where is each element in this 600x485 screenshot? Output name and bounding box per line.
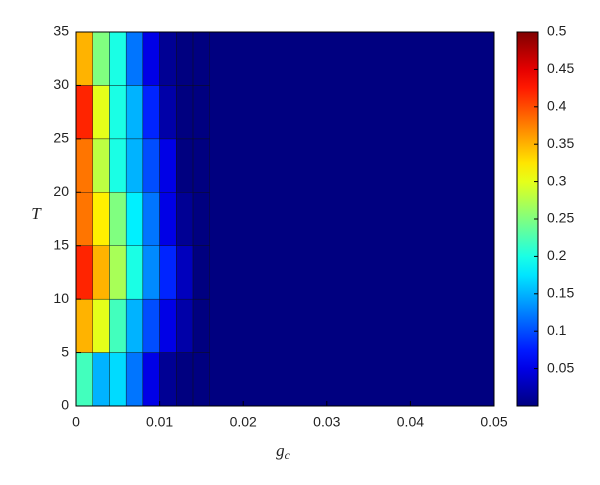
colorbar-tick-label: 0.2 bbox=[547, 247, 567, 263]
x-tick-label: 0.02 bbox=[230, 414, 257, 430]
cell bbox=[92, 85, 110, 140]
cell bbox=[159, 85, 177, 140]
colorbar-tick-label: 0.5 bbox=[547, 23, 567, 39]
cell bbox=[159, 138, 177, 193]
cell bbox=[92, 352, 110, 407]
x-label-subscript: c bbox=[285, 448, 291, 462]
cell bbox=[92, 298, 110, 353]
colorbar-tick-label: 0.35 bbox=[547, 135, 574, 151]
colorbar-tick-label: 0.15 bbox=[547, 285, 574, 301]
cell bbox=[75, 85, 93, 140]
y-tick-label: 10 bbox=[53, 290, 69, 306]
x-label-base: g bbox=[276, 441, 285, 460]
cell bbox=[125, 192, 144, 246]
cell bbox=[75, 31, 93, 86]
x-tick-label: 0.01 bbox=[146, 414, 173, 430]
cell bbox=[159, 192, 177, 246]
cell bbox=[192, 245, 210, 300]
y-tick-label: 25 bbox=[53, 130, 69, 146]
cell bbox=[176, 245, 194, 300]
cell bbox=[176, 138, 194, 193]
cell bbox=[192, 138, 210, 193]
cell bbox=[125, 352, 144, 407]
cell bbox=[92, 31, 110, 86]
cell bbox=[75, 298, 93, 353]
cell bbox=[192, 85, 210, 140]
colorbar-tick-label: 0.05 bbox=[547, 359, 574, 375]
y-tick-label: 20 bbox=[53, 183, 69, 199]
cell bbox=[176, 85, 194, 140]
cell bbox=[192, 298, 210, 353]
x-axis-label: gc bbox=[276, 441, 291, 462]
cell bbox=[125, 85, 144, 140]
cell bbox=[125, 245, 144, 300]
colorbar-tick-label: 0.3 bbox=[547, 172, 567, 188]
colorbar-tick-label: 0.1 bbox=[547, 322, 567, 338]
cell bbox=[75, 192, 93, 246]
cell bbox=[92, 245, 110, 300]
cell bbox=[176, 298, 194, 353]
cell bbox=[176, 192, 194, 246]
x-tick-label: 0.05 bbox=[480, 414, 507, 430]
cell bbox=[109, 138, 127, 193]
cell bbox=[92, 138, 110, 193]
cell bbox=[142, 192, 160, 246]
cell bbox=[109, 85, 127, 140]
plot-frame bbox=[75, 31, 495, 407]
cell bbox=[142, 298, 160, 353]
cell bbox=[159, 298, 177, 353]
y-tick-label: 35 bbox=[53, 23, 69, 39]
cell bbox=[176, 352, 194, 407]
cell bbox=[142, 31, 160, 86]
cell bbox=[109, 352, 127, 407]
cell bbox=[92, 192, 110, 246]
y-tick-label: 0 bbox=[61, 397, 69, 413]
cell bbox=[142, 85, 160, 140]
cell bbox=[125, 31, 144, 86]
cell bbox=[109, 192, 127, 246]
cell bbox=[75, 352, 93, 407]
cell bbox=[142, 245, 160, 300]
cell bbox=[142, 352, 160, 407]
cell bbox=[109, 298, 127, 353]
x-tick-label: 0.04 bbox=[397, 414, 424, 430]
cell bbox=[125, 138, 144, 193]
x-tick-label: 0.03 bbox=[313, 414, 340, 430]
colorbar-tick-label: 0.4 bbox=[547, 98, 567, 114]
y-tick-label: 5 bbox=[61, 343, 69, 359]
x-tick-label: 0 bbox=[72, 414, 80, 430]
cell bbox=[125, 298, 144, 353]
cell bbox=[159, 352, 177, 407]
cell bbox=[159, 245, 177, 300]
cell bbox=[192, 31, 210, 86]
plot-area bbox=[75, 31, 494, 407]
cell bbox=[75, 138, 93, 193]
cell bbox=[142, 138, 160, 193]
colorbar-tick-label: 0.25 bbox=[547, 210, 574, 226]
y-tick-label: 15 bbox=[53, 236, 69, 252]
y-tick-label: 30 bbox=[53, 76, 69, 92]
cell bbox=[192, 352, 210, 407]
cell bbox=[159, 31, 177, 86]
colorbar-tick-label: 0.45 bbox=[547, 60, 574, 76]
cell bbox=[176, 31, 194, 86]
cell bbox=[109, 31, 127, 86]
y-axis-label: T bbox=[31, 204, 42, 223]
cell bbox=[75, 245, 93, 300]
cell bbox=[192, 192, 210, 246]
cell bbox=[109, 245, 127, 300]
